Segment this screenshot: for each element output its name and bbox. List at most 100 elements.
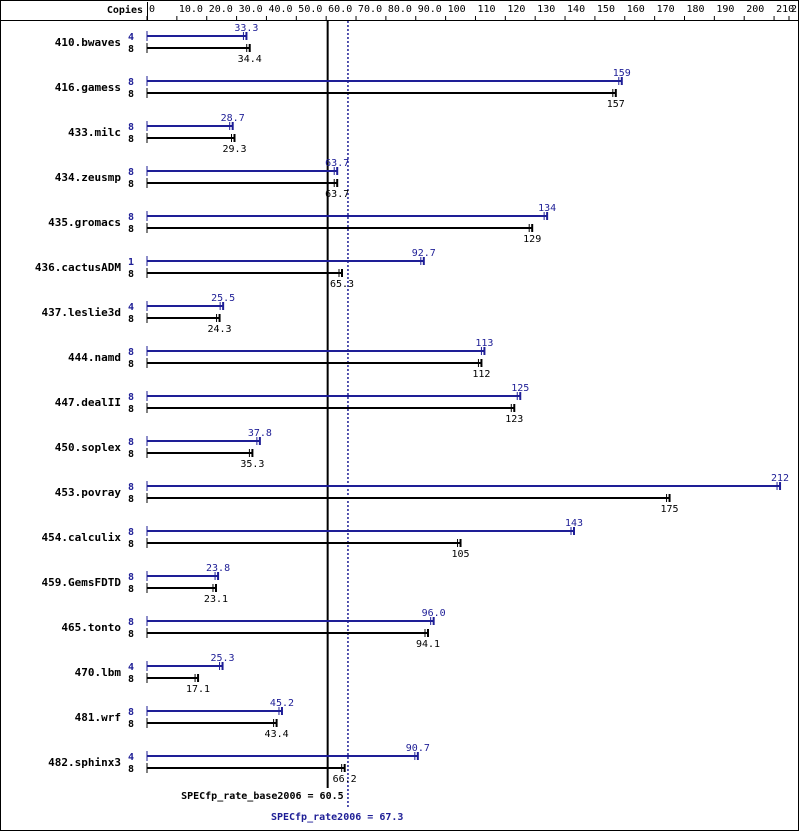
x-tick-label: 100 (448, 4, 466, 15)
x-tick-label: 200 (746, 4, 764, 15)
x-tick-label: 140 (567, 4, 585, 15)
x-tick-label: 180 (686, 4, 704, 15)
data-label: 175 (661, 504, 679, 515)
benchmark-label: 450.soplex (55, 441, 122, 454)
x-tick-label: 120 (507, 4, 525, 15)
data-label: 65.3 (330, 279, 354, 290)
x-tick-label: 30.0 (239, 4, 263, 15)
benchmark-label: 433.milc (68, 126, 121, 139)
benchmark-label: 470.lbm (75, 666, 122, 679)
data-label: 123 (505, 414, 523, 425)
data-label: 33.3 (234, 23, 258, 34)
copies-label: 8 (128, 617, 134, 628)
copies-label: 1 (128, 257, 134, 268)
copies-label: 4 (128, 302, 134, 313)
copies-label: 8 (128, 719, 134, 730)
x-tick-label: 50.0 (298, 4, 322, 15)
copies-label: 8 (128, 449, 134, 460)
x-tick-label: 210 (776, 4, 794, 15)
x-tick-label: 0 (149, 4, 155, 15)
x-tick-label: 10.0 (179, 4, 203, 15)
data-label: 105 (452, 549, 470, 560)
benchmark-label: 434.zeusmp (55, 171, 122, 184)
base-summary-label: SPECfp_rate_base2006 = 60.5 (181, 791, 344, 802)
copies-label: 8 (128, 212, 134, 223)
benchmark-label: 465.tonto (61, 621, 121, 634)
benchmark-label: 454.calculix (42, 531, 122, 544)
data-label: 23.8 (206, 563, 230, 574)
benchmark-label: 416.gamess (55, 81, 121, 94)
benchmark-label: 459.GemsFDTD (42, 576, 122, 589)
x-tick-label: 20.0 (209, 4, 233, 15)
data-label: 63.7 (325, 158, 349, 169)
data-label: 37.8 (248, 428, 272, 439)
copies-label: 8 (128, 629, 134, 640)
benchmark-label: 435.gromacs (48, 216, 121, 229)
copies-label: 8 (128, 527, 134, 538)
x-tick-label: 60.0 (328, 4, 352, 15)
copies-label: 8 (128, 572, 134, 583)
data-label: 94.1 (416, 639, 440, 650)
data-label: 90.7 (406, 743, 430, 754)
copies-label: 8 (128, 707, 134, 718)
benchmark-label: 481.wrf (75, 711, 121, 724)
x-tick-label: 110 (477, 4, 495, 15)
x-tick-label: 90.0 (418, 4, 442, 15)
copies-label: 8 (128, 584, 134, 595)
copies-label: 8 (128, 179, 134, 190)
x-tick-label: 70.0 (358, 4, 382, 15)
data-label: 159 (613, 68, 631, 79)
copies-label: 8 (128, 437, 134, 448)
x-tick-label: 215 (791, 4, 799, 15)
peak-summary-label: SPECfp_rate2006 = 67.3 (271, 812, 403, 823)
data-label: 125 (511, 383, 529, 394)
copies-label: 4 (128, 662, 134, 673)
benchmark-label: 437.leslie3d (42, 306, 121, 319)
x-tick-label: 160 (627, 4, 645, 15)
data-label: 25.5 (211, 293, 235, 304)
data-label: 143 (565, 518, 583, 529)
data-label: 129 (523, 234, 541, 245)
copies-label: 8 (128, 404, 134, 415)
copies-label: 8 (128, 269, 134, 280)
data-label: 92.7 (412, 248, 436, 259)
copies-label: 8 (128, 494, 134, 505)
data-label: 45.2 (270, 698, 294, 709)
copies-label: 8 (128, 347, 134, 358)
data-label: 112 (472, 369, 490, 380)
copies-label: 8 (128, 539, 134, 550)
copies-label: 8 (128, 134, 134, 145)
data-label: 134 (538, 203, 556, 214)
data-label: 23.1 (204, 594, 228, 605)
benchmark-label: 482.sphinx3 (48, 756, 121, 769)
copies-label: 8 (128, 224, 134, 235)
x-tick-label: 40.0 (268, 4, 292, 15)
data-label: 28.7 (221, 113, 245, 124)
copies-label: 4 (128, 32, 134, 43)
data-label: 29.3 (222, 144, 246, 155)
copies-label: 8 (128, 77, 134, 88)
copies-label: 8 (128, 314, 134, 325)
data-label: 96.0 (422, 608, 446, 619)
copies-label: 8 (128, 359, 134, 370)
copies-label: 8 (128, 392, 134, 403)
data-label: 25.3 (211, 653, 235, 664)
benchmark-label: 453.povray (55, 486, 122, 499)
benchmark-label: 436.cactusADM (35, 261, 121, 274)
data-label: 17.1 (186, 684, 210, 695)
data-label: 212 (771, 473, 789, 484)
benchmark-label: 447.dealII (55, 396, 121, 409)
data-label: 157 (607, 99, 625, 110)
benchmark-label: 410.bwaves (55, 36, 121, 49)
copies-label: 8 (128, 89, 134, 100)
copies-label: 8 (128, 167, 134, 178)
copies-label: 8 (128, 122, 134, 133)
copies-label: 8 (128, 674, 134, 685)
copies-label: 8 (128, 764, 134, 775)
data-label: 34.4 (238, 54, 262, 65)
copies-label: 8 (128, 44, 134, 55)
x-axis-title: Copies (107, 4, 143, 16)
